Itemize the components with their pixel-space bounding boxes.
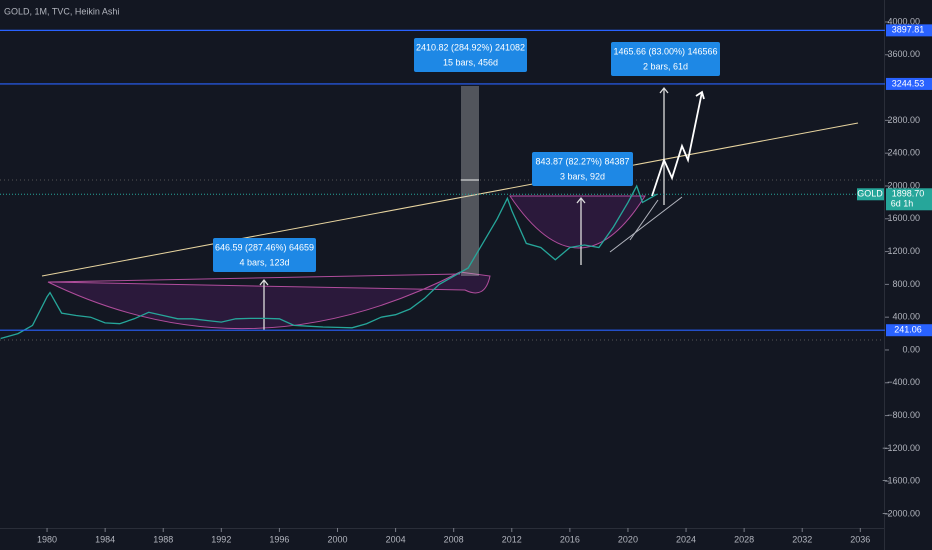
y-tick-label: 2400.00 [887,148,920,158]
x-tick-label: 1980 [37,534,57,544]
price-line-tag [886,77,932,90]
x-tick-label: 2012 [502,534,522,544]
x-tick-label: 2008 [444,534,464,544]
y-tick-label: 4000.00 [887,16,920,26]
x-tick-label: 2028 [734,534,754,544]
y-tick-label: −2000.00 [882,508,920,518]
x-tick-label: 2024 [676,534,696,544]
price-line-label: 3897.81 [892,25,925,35]
y-tick-label: −1600.00 [882,476,920,486]
measure-text: 3 bars, 92d [560,171,605,181]
last-price-tag [886,188,932,211]
x-tick-label: 2020 [618,534,638,544]
x-tick-label: 1988 [153,534,173,544]
x-tick-label: 2000 [327,534,347,544]
measure-text: 1465.66 (83.00%) 146566 [613,46,717,56]
symbol-tag [857,188,884,201]
x-tick-label: 2032 [792,534,812,544]
measure-text: 4 bars, 123d [239,257,289,267]
measure-box [213,238,316,272]
y-tick-label: 3600.00 [887,49,920,59]
x-tick-label: 1984 [95,534,115,544]
x-tick-label: 2036 [850,534,870,544]
measure-text: 843.87 (82.27%) 84387 [535,156,629,166]
measure-box [532,152,633,186]
x-tick-label: 2004 [386,534,406,544]
symbol-header: GOLD, 1M, TVC, Heikin Ashi [4,6,119,16]
y-tick-label: 2800.00 [887,115,920,125]
measure-range [461,86,479,276]
y-tick-label: 800.00 [892,279,920,289]
trend-line [609,196,683,253]
measure-text: 2410.82 (284.92%) 241082 [416,42,525,52]
y-tick-label: 1200.00 [887,246,920,256]
countdown-label: 6d 1h [891,199,914,209]
y-tick-label: 400.00 [892,312,920,322]
last-price-label: 1898.70 [892,189,925,199]
cup-shape [509,195,646,249]
trend-line [41,122,859,277]
y-tick-label: −800.00 [887,410,920,420]
y-tick-label: 1600.00 [887,213,920,223]
y-tick-label: 2000.00 [887,180,920,190]
price-line [0,184,658,340]
arrows [259,86,705,330]
y-tick-label: −400.00 [887,377,920,387]
measure-text: 15 bars, 456d [443,57,498,67]
symbol-label: GOLD [857,189,883,199]
x-tick-label: 2016 [560,534,580,544]
price-line-tag [886,324,932,337]
cup-rim [47,273,461,283]
measure-text: 646.59 (287.46%) 64659 [215,242,314,252]
measure-text: 2 bars, 61d [643,61,688,71]
measure-box [611,42,720,76]
x-tick-label: 1996 [269,534,289,544]
x-tick-label: 1992 [211,534,231,544]
price-line-tag [886,24,932,37]
price-line-label: 3244.53 [892,78,925,88]
trend-line [629,199,659,241]
price-line-label: 241.06 [894,325,922,335]
y-tick-label: −1200.00 [882,443,920,453]
measure-box [414,38,527,72]
y-tick-label: 0.00 [902,344,920,354]
